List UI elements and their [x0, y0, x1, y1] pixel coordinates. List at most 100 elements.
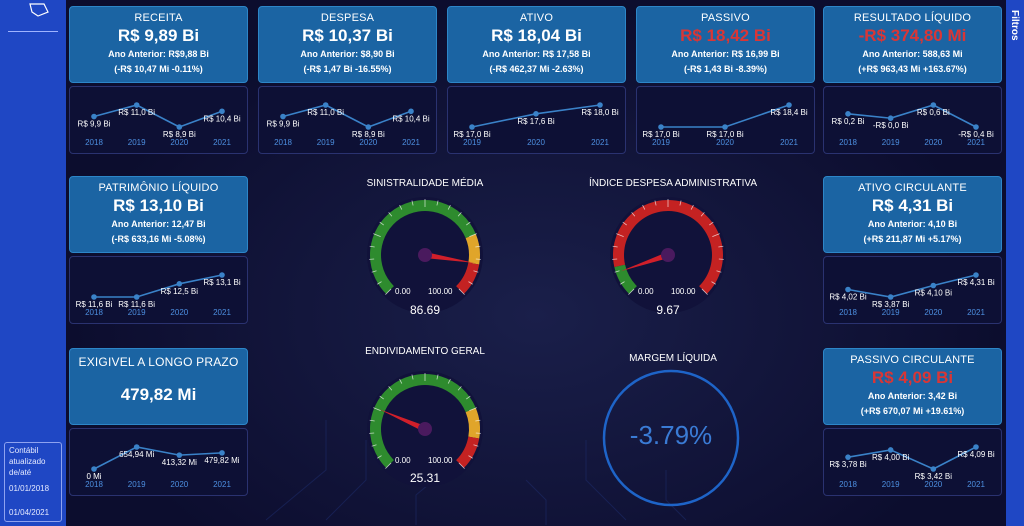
data-point[interactable] — [845, 111, 851, 117]
trend-chart-passivo[interactable]: R$ 17,0 Bi 2019 R$ 17,0 Bi 2020 R$ 18,4 Bi 20… — [636, 86, 815, 154]
data-point[interactable] — [219, 450, 225, 456]
data-point[interactable] — [91, 466, 97, 472]
kpi-exigivel-longo-prazo[interactable]: EXIGIVEL A LONGO PRAZO 479,82 Mi — [69, 348, 248, 425]
data-point[interactable] — [408, 108, 414, 115]
kpi-delta: (-R$ 1,43 Bi -8.39%) — [683, 64, 768, 74]
data-point[interactable] — [469, 124, 475, 130]
data-point[interactable] — [219, 108, 225, 115]
data-point[interactable] — [322, 102, 329, 108]
gauge-tick — [709, 221, 714, 226]
kpi-value: 479,82 Mi — [120, 385, 197, 404]
gauge-tick — [466, 221, 471, 226]
data-label: R$ 9,9 Bi — [78, 120, 111, 129]
kpi-value: R$ 10,37 Bi — [302, 26, 393, 45]
kpi-delta: (-R$ 1,47 Bi -16.55%) — [303, 64, 392, 74]
data-label: R$ 0,2 Bi — [832, 117, 865, 126]
kpi-passivo[interactable]: PASSIVO R$ 18,42 Bi Ano Anterior: R$ 16,… — [636, 6, 815, 83]
data-point[interactable] — [845, 286, 851, 293]
gauge-tick — [373, 233, 381, 238]
gauge-tick — [690, 204, 694, 210]
data-point[interactable] — [722, 124, 728, 130]
data-point[interactable] — [973, 124, 979, 130]
gauge-tick — [622, 221, 627, 226]
kpi-despesa[interactable]: DESPESA R$ 10,37 Bi Ano Anterior: $8,90 … — [258, 6, 437, 83]
margem-ring[interactable] — [600, 367, 742, 509]
data-point[interactable] — [176, 124, 183, 130]
gauge-hub — [418, 422, 432, 436]
gauge-tick — [458, 462, 465, 469]
data-point[interactable] — [786, 102, 792, 108]
trend-chart-despesa[interactable]: R$ 9,9 Bi 2018 R$ 11,0 Bi 2019 R$ 8,9 Bi 2020… — [258, 86, 437, 154]
gauge-tick — [473, 270, 479, 273]
kpi-patrimonio-liquido[interactable]: PATRIMÔNIO LÍQUIDO R$ 13,10 Bi Ano Anter… — [69, 176, 248, 253]
data-point[interactable] — [176, 281, 183, 287]
gauge-tick — [385, 288, 392, 295]
data-point[interactable] — [887, 115, 894, 121]
gauge-tick — [436, 200, 439, 206]
gauge-tick — [628, 288, 635, 295]
data-point[interactable] — [597, 102, 603, 108]
trend-chart-patrimonio[interactable]: R$ 11,6 Bi 2018 R$ 11,6 Bi 2019 R$ 12,5 Bi 20… — [69, 256, 248, 324]
trend-chart-receita[interactable]: R$ 9,9 Bi 2018 R$ 11,0 Bi 2019 R$ 8,9 Bi 2020… — [69, 86, 248, 154]
gauge-tick — [700, 212, 705, 217]
data-point[interactable] — [91, 294, 97, 300]
kpi-ativo[interactable]: ATIVO R$ 18,04 Bi Ano Anterior: R$ 17,58… — [447, 6, 626, 83]
gauge-tick — [466, 395, 471, 400]
gauge-tick — [712, 233, 720, 238]
data-point[interactable] — [280, 113, 286, 120]
data-point[interactable] — [930, 102, 937, 108]
data-label: -R$ 0,4 Bi — [958, 130, 994, 139]
gauge-tick — [385, 462, 392, 469]
kpi-ativo-circulante[interactable]: ATIVO CIRCULANTE R$ 4,31 Bi Ano Anterior… — [823, 176, 1002, 253]
data-point[interactable] — [930, 466, 937, 472]
kpi-delta: (-R$ 633,16 Mi -5.08%) — [111, 234, 206, 244]
trend-svg: R$ 9,9 Bi 2018 R$ 11,0 Bi 2019 R$ 8,9 Bi2020… — [78, 102, 241, 147]
filters-pane-toggle[interactable]: Filtros — [1006, 0, 1024, 526]
data-point[interactable] — [133, 102, 140, 108]
x-tick-label: 2021 — [213, 480, 231, 489]
gauge-band — [369, 199, 476, 294]
data-label: R$ 12,5 Bi — [161, 287, 199, 296]
data-point[interactable] — [133, 444, 140, 450]
gauge-needle — [379, 409, 427, 432]
kpi-title: PATRIMÔNIO LÍQUIDO — [98, 182, 219, 194]
gauge-despesa-administrativa[interactable] — [605, 192, 731, 318]
data-point[interactable] — [219, 272, 225, 278]
kpi-resultado-liquido[interactable]: RESULTADO LÍQUIDO -R$ 374,80 Mi Ano Ante… — [823, 6, 1002, 83]
data-point[interactable] — [365, 124, 372, 130]
kpi-delta: (-R$ 10,47 Mi -0.11%) — [114, 64, 203, 74]
data-point[interactable] — [887, 294, 894, 300]
data-point[interactable] — [91, 113, 97, 120]
kpi-title: ATIVO CIRCULANTE — [858, 182, 967, 194]
trend-chart-ativo-circulante[interactable]: R$ 4,02 Bi 2018 R$ 3,87 Bi 2019 R$ 4,10 Bi 20… — [823, 256, 1002, 324]
data-point[interactable] — [133, 294, 140, 300]
data-label: R$ 4,31 Bi — [957, 278, 995, 287]
kpi-passivo-circulante[interactable]: PASSIVO CIRCULANTE R$ 4,09 Bi Ano Anteri… — [823, 348, 1002, 425]
data-point[interactable] — [533, 111, 539, 117]
gauge-sinistralidade[interactable] — [362, 192, 488, 318]
x-tick-label: 2020 — [527, 138, 545, 147]
trend-chart-ativo[interactable]: R$ 17,0 Bi 2019 R$ 17,6 Bi 2020 R$ 18,0 Bi 20… — [447, 86, 626, 154]
trend-chart-resultado[interactable]: R$ 0,2 Bi 2018 -R$ 0,0 Bi 2019 R$ 0,6 Bi 2020… — [823, 86, 1002, 154]
data-point[interactable] — [176, 452, 183, 458]
data-point[interactable] — [973, 272, 979, 278]
kpi-title: RESULTADO LÍQUIDO — [853, 12, 972, 24]
x-tick-label: 2018 — [85, 138, 103, 147]
data-point[interactable] — [887, 447, 894, 453]
data-point[interactable] — [930, 282, 937, 289]
margem-title: MARGEM LÍQUIDA — [629, 353, 717, 364]
trend-chart-passivo-circulante[interactable]: R$ 3,78 Bi 2018 R$ 4,00 Bi 2019 R$ 3,42 Bi 20… — [823, 428, 1002, 496]
data-point[interactable] — [658, 124, 664, 130]
kpi-receita[interactable]: RECEITA R$ 9,89 Bi Ano Anterior: R$9,88 … — [69, 6, 248, 83]
data-point[interactable] — [973, 444, 979, 450]
gauge-max: 100.00 — [428, 456, 453, 465]
data-point[interactable] — [845, 454, 851, 460]
gauge-tick — [711, 281, 716, 285]
trend-chart-exigivel[interactable]: 0 Mi 2018 654,94 Mi 2019 413,32 Mi 2020 479,82… — [69, 428, 248, 496]
kpi-title: DESPESA — [320, 12, 375, 24]
x-tick-label: 2018 — [839, 308, 857, 317]
kpi-previous: Ano Anterior: 3,42 Bi — [867, 391, 958, 401]
x-tick-label: 2019 — [882, 480, 900, 489]
gauge-endividamento[interactable] — [362, 366, 488, 492]
kpi-value: R$ 4,09 Bi — [871, 368, 954, 387]
